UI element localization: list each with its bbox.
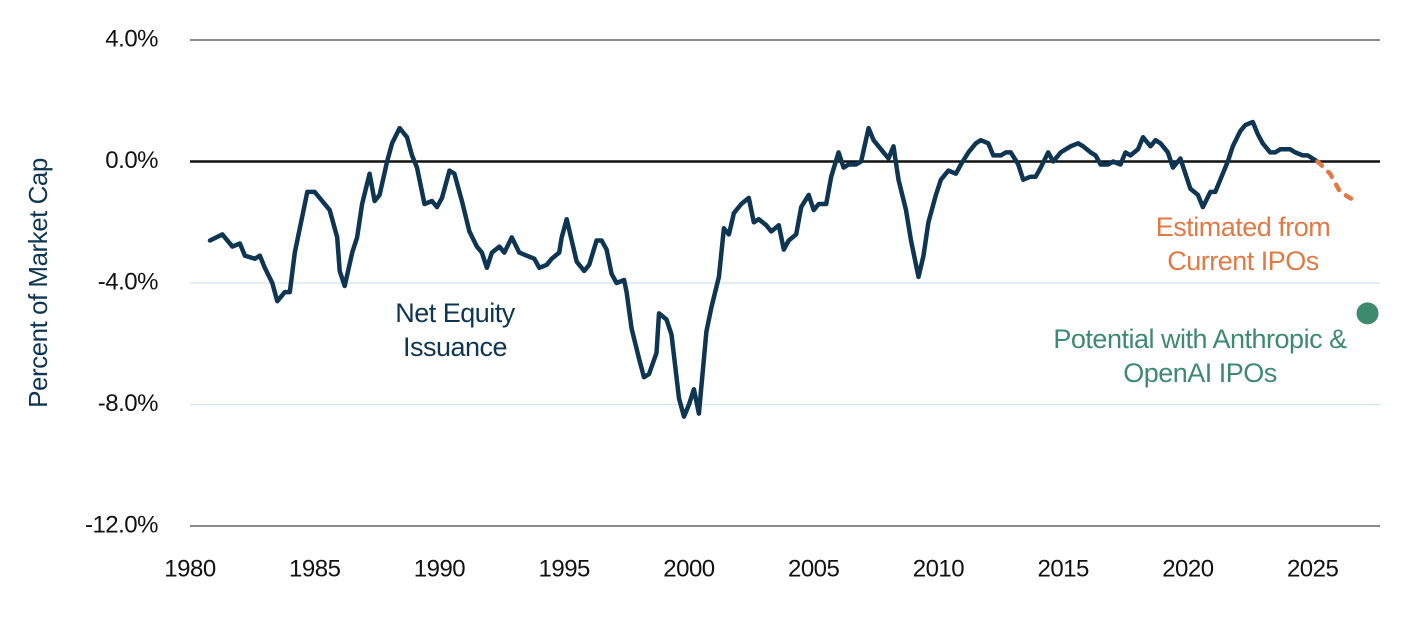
y-axis-label: Percent of Market Cap (23, 158, 53, 408)
x-tick-label: 1980 (164, 555, 216, 582)
y-tick-label: -12.0% (85, 511, 158, 538)
y-tick-label: 4.0% (105, 25, 158, 52)
x-tick-label: 1985 (289, 555, 341, 582)
x-tick-label: 2010 (913, 555, 965, 582)
x-tick-label: 2020 (1162, 555, 1214, 582)
x-tick-label: 2000 (663, 555, 715, 582)
series-label: Net Equity Issuance (395, 298, 515, 362)
x-tick-label: 2005 (788, 555, 840, 582)
x-tick-label: 1995 (539, 555, 591, 582)
series-line (1315, 159, 1358, 204)
data-point (1356, 302, 1379, 325)
y-tick-label: 0.0% (105, 147, 158, 174)
series-line (207, 119, 1320, 419)
x-tick-label: 2025 (1287, 555, 1339, 582)
y-tick-label: -8.0% (98, 390, 158, 417)
series-label: Potential with Anthropic & OpenAI IPOs (1053, 324, 1347, 388)
series-label: Estimated from Current IPOs (1155, 212, 1331, 276)
x-tick-label: 2015 (1037, 555, 1089, 582)
x-tick-label: 1990 (414, 555, 466, 582)
y-tick-label: -4.0% (98, 268, 158, 295)
